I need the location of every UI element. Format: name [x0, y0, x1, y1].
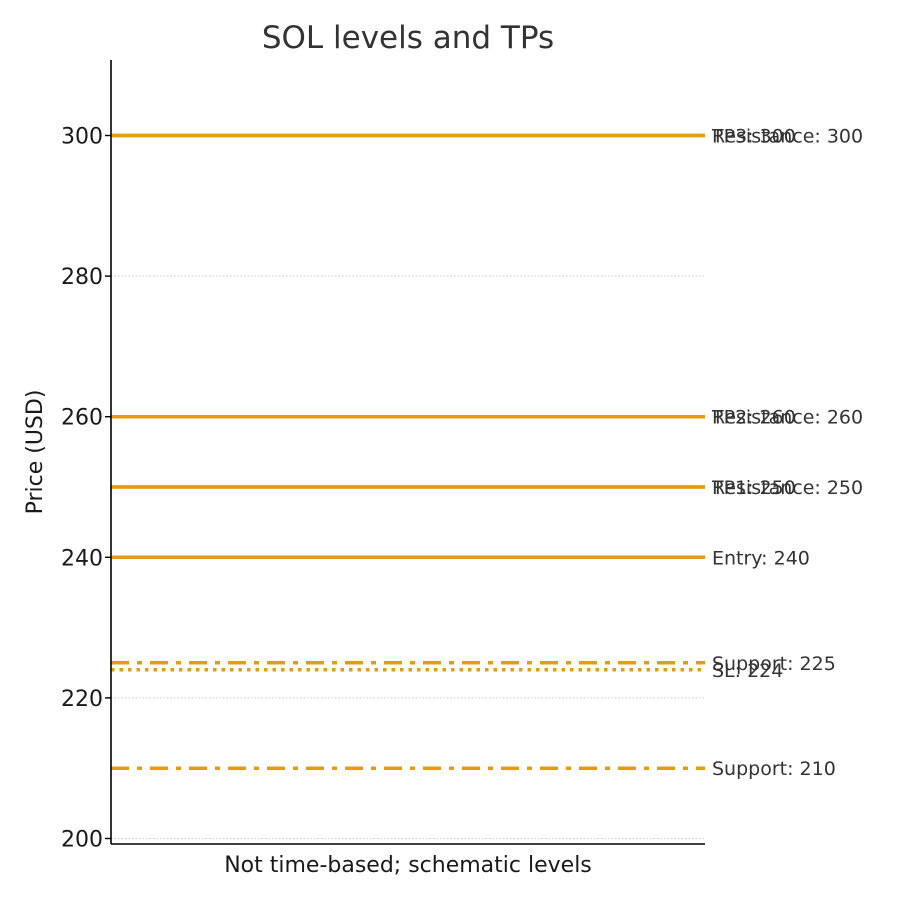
y-tick-label: 300 [61, 125, 103, 150]
level-label: TP3: 300 [711, 126, 796, 148]
level-label: TP2: 260 [711, 407, 796, 429]
y-tick-label: 200 [61, 828, 103, 853]
level-label: Resistance: 260 [712, 407, 863, 429]
level-label: SL: 224 [712, 660, 783, 682]
level-label: Resistance: 250 [712, 477, 863, 499]
chart-title: SOL levels and TPs [262, 20, 554, 56]
y-tick-label: 280 [61, 265, 103, 290]
y-tick-label: 260 [61, 406, 103, 431]
level-label: Support: 210 [712, 758, 836, 780]
level-label: Entry: 240 [712, 547, 810, 569]
level-label: Support: 225 [712, 653, 836, 675]
x-axis-label: Not time-based; schematic levels [224, 853, 592, 878]
axes-layer [110, 60, 705, 845]
level-label: Resistance: 300 [712, 126, 863, 148]
level-label: TP1: 250 [711, 477, 796, 499]
y-axis-label: Price (USD) [23, 390, 48, 515]
levels-layer: Resistance: 250 Resistance: 260 Resistance… [111, 126, 863, 780]
y-tick-label: 240 [61, 546, 103, 571]
ticks-layer: 200 220 240 260 280 300 [61, 125, 111, 853]
y-tick-label: 220 [61, 687, 103, 712]
